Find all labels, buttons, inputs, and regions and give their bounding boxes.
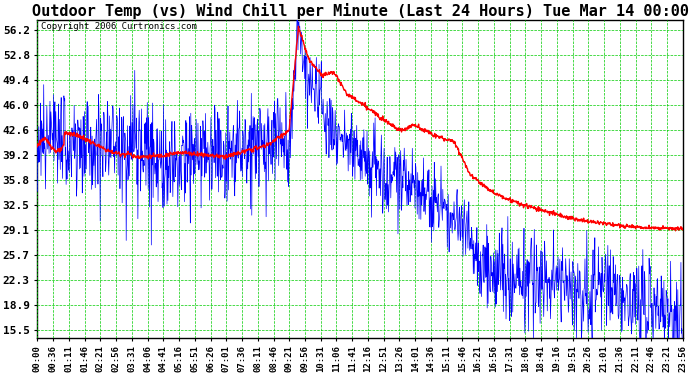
Title: Outdoor Temp (vs) Wind Chill per Minute (Last 24 Hours) Tue Mar 14 00:00: Outdoor Temp (vs) Wind Chill per Minute … bbox=[32, 3, 689, 19]
Text: Copyright 2006 Curtronics.com: Copyright 2006 Curtronics.com bbox=[41, 21, 197, 30]
